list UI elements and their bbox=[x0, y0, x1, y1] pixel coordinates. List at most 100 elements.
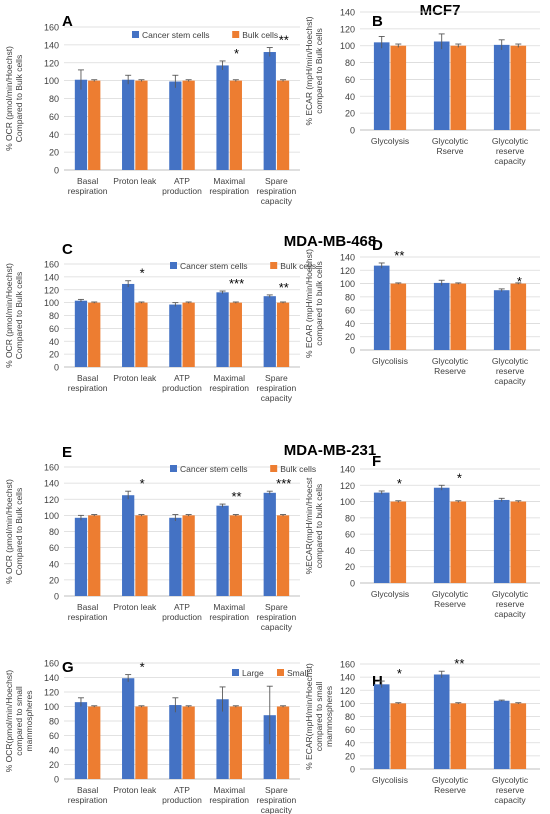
bar-e-s1-2 bbox=[169, 517, 182, 596]
x-tick-label-line: Basal bbox=[77, 373, 98, 383]
y-axis-label-line: compared to Bulk cells bbox=[314, 28, 324, 114]
y-tick-label: 120 bbox=[340, 481, 355, 491]
x-tick-label-line: Glycolisis bbox=[372, 775, 408, 785]
x-tick-label-line: Reserve bbox=[434, 785, 466, 795]
y-tick-label: 40 bbox=[345, 738, 355, 748]
legend-label: Large bbox=[242, 668, 264, 678]
y-tick-label: 0 bbox=[350, 346, 355, 356]
x-tick-label-line: respiration bbox=[209, 612, 249, 622]
bar-a-s2-4 bbox=[276, 80, 290, 170]
y-tick-label: 100 bbox=[340, 41, 355, 51]
x-tick-label-line: capacity bbox=[261, 393, 293, 403]
x-tick-label-line: production bbox=[162, 383, 202, 393]
y-tick-label: 100 bbox=[340, 279, 355, 289]
x-tick-label: Maximal respiration bbox=[209, 602, 249, 622]
panel-letter: G bbox=[62, 659, 74, 676]
legend: Cancer stem cells Bulk cells bbox=[132, 30, 278, 40]
y-tick-label: 140 bbox=[340, 465, 355, 475]
bar-c-s1-1 bbox=[122, 283, 135, 367]
bar-c-s2-4 bbox=[276, 302, 290, 367]
x-tick-label: Basal respiration bbox=[68, 785, 108, 805]
bar-b-s1-1 bbox=[433, 41, 450, 130]
y-axis-label-line: % OCR (pmol/min/Hoechst) bbox=[4, 479, 14, 584]
bar-c-s1-3 bbox=[216, 292, 229, 367]
y-tick-label: 80 bbox=[49, 717, 59, 727]
y-tick-label: 140 bbox=[340, 253, 355, 263]
bar-h-s1-0 bbox=[373, 684, 390, 769]
x-tick-label-line: Glycolytic bbox=[492, 589, 529, 599]
x-tick-label-line: reserve bbox=[496, 146, 525, 156]
x-tick-label-line: Spare bbox=[265, 373, 288, 383]
y-tick-label: 0 bbox=[54, 592, 59, 602]
bar-g-s2-2 bbox=[182, 706, 195, 779]
bar-g-s2-0 bbox=[88, 706, 101, 779]
x-tick-label-line: ATP bbox=[174, 785, 190, 795]
bar-c-s2-2 bbox=[182, 302, 195, 367]
y-tick-label: 60 bbox=[49, 112, 59, 122]
panel-letter: A bbox=[62, 13, 73, 30]
x-tick-label-line: Proton leak bbox=[113, 602, 157, 612]
x-tick-label: Glycolisis bbox=[372, 356, 408, 366]
x-tick-label-line: production bbox=[162, 612, 202, 622]
bar-e-s1-3 bbox=[216, 505, 229, 596]
panel-letter: F bbox=[372, 453, 381, 470]
bar-e-s2-1 bbox=[135, 515, 148, 596]
x-tick-label-line: respiration bbox=[209, 186, 249, 196]
bar-c-s2-3 bbox=[229, 302, 242, 367]
bar-a-s2-0 bbox=[88, 80, 101, 170]
y-tick-label: 40 bbox=[49, 746, 59, 756]
y-tick-label: 120 bbox=[340, 266, 355, 276]
x-tick-label-line: respiration bbox=[257, 383, 297, 393]
x-tick-label-line: Glycolytic bbox=[432, 775, 469, 785]
x-tick-label-line: Glycolytic bbox=[432, 589, 469, 599]
x-tick-label-line: Glycolytic bbox=[492, 136, 529, 146]
bar-a-s1-4 bbox=[263, 52, 276, 170]
bar-h-s1-1 bbox=[433, 674, 450, 769]
legend: Cancer stem cells Bulk cells bbox=[170, 464, 316, 474]
bar-d-s1-0 bbox=[373, 265, 390, 350]
legend-label: Bulk cells bbox=[280, 464, 316, 474]
bar-e-s2-0 bbox=[88, 515, 101, 596]
x-tick-label: Glycolysis bbox=[371, 589, 409, 599]
x-tick-label-line: Proton leak bbox=[113, 176, 157, 186]
panel-d: 0 20 40 60 80 100 120 140 D % ECAR (mpH/min/Hoech… bbox=[304, 237, 540, 386]
bar-f-s1-2 bbox=[493, 499, 510, 583]
panel-letter: B bbox=[372, 13, 383, 30]
y-axis-label-line: Compared to Bulk cells bbox=[14, 272, 24, 359]
y-tick-label: 80 bbox=[49, 527, 59, 537]
x-tick-label-line: respiration bbox=[209, 795, 249, 805]
x-tick-label-line: Proton leak bbox=[113, 785, 157, 795]
x-tick-label-line: Spare bbox=[265, 602, 288, 612]
y-tick-label: 20 bbox=[345, 109, 355, 119]
bar-f-s2-1 bbox=[450, 501, 467, 583]
legend-swatch bbox=[270, 465, 278, 472]
x-tick-label-line: Spare bbox=[265, 176, 288, 186]
y-tick-label: 100 bbox=[340, 497, 355, 507]
significance-annotation: *** bbox=[229, 276, 244, 291]
y-tick-label: 100 bbox=[44, 702, 59, 712]
bar-a-s2-1 bbox=[135, 80, 148, 170]
y-tick-label: 80 bbox=[345, 292, 355, 302]
bar-c-s2-0 bbox=[88, 302, 101, 367]
y-tick-label: 140 bbox=[44, 272, 59, 282]
x-tick-label-line: Maximal bbox=[213, 785, 245, 795]
y-axis-label-line: % OCR (pmol/min/Hoechst) bbox=[4, 46, 14, 151]
y-tick-label: 140 bbox=[340, 8, 355, 18]
y-axis-label-line: % ECAR (mpH/min/Hoechst) bbox=[304, 249, 314, 358]
y-tick-label: 120 bbox=[340, 24, 355, 34]
x-tick-label-line: respiration bbox=[68, 795, 108, 805]
x-tick-label: Glycolytic reserve capacity bbox=[492, 775, 529, 805]
bar-b-s2-1 bbox=[450, 45, 467, 130]
x-tick-label: Glycolytic Reserve bbox=[432, 356, 469, 376]
bar-f-s2-2 bbox=[510, 501, 527, 583]
x-tick-label-line: reserve bbox=[496, 599, 525, 609]
x-tick-label: Glycolytic Rserve bbox=[432, 136, 469, 156]
x-tick-label-line: production bbox=[162, 186, 202, 196]
y-tick-label: 20 bbox=[49, 148, 59, 158]
y-tick-label: 0 bbox=[350, 579, 355, 589]
legend-label: Cancer stem cells bbox=[142, 30, 210, 40]
x-tick-label: Proton leak bbox=[113, 176, 157, 186]
x-tick-label: Glycolytic reserve capacity bbox=[492, 136, 529, 166]
x-tick-label-line: Spare bbox=[265, 785, 288, 795]
